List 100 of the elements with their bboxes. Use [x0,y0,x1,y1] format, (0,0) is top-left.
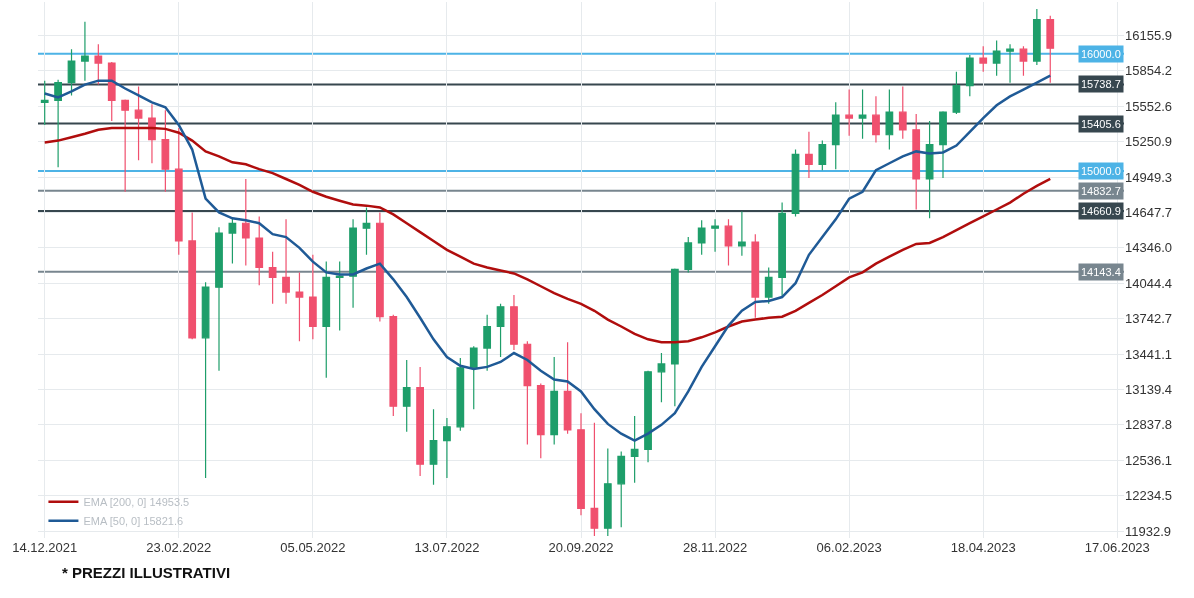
candlestick [577,412,585,516]
legend-label: EMA [50, 0] 15821.6 [83,515,184,528]
candlestick [550,356,559,446]
candlestick [496,303,505,358]
candlestick [188,211,197,340]
candlestick [295,271,304,342]
candlestick [349,218,357,309]
candlestick [456,357,465,432]
candlestick [992,39,1001,77]
candlestick [1006,43,1014,84]
candlestick [1046,15,1055,84]
candlestick [469,345,478,410]
x-tick-label: 17.06.2023 [1084,540,1150,555]
x-tick-label: 18.04.2023 [950,540,1016,555]
candlestick [255,215,264,286]
candlestick [845,88,854,137]
candlestick [510,294,518,351]
candlestick [308,254,317,340]
candlestick [925,120,934,219]
candlestick [1032,8,1041,66]
ref-line-label: 14660.9 [1081,205,1121,217]
ref-line-label: 15405.6 [1081,118,1121,130]
candlestick [965,54,974,97]
candlestick [268,251,277,305]
candlestick [831,101,840,170]
candlestick [54,79,62,168]
candlestick [711,218,719,253]
candlestick [483,314,492,372]
candlestick [241,178,250,267]
y-tick-label: 12837.8 [1125,417,1172,433]
candlestick [389,314,398,417]
candlestick [443,417,451,479]
candlestick [121,98,130,193]
y-tick-label: 15552.6 [1125,98,1172,114]
candlestick [563,341,572,435]
candlestick [362,206,371,256]
x-tick-label: 14.12.2021 [12,540,78,555]
candlestick [778,201,786,298]
candlestick [376,211,384,323]
y-tick-label: 14647.7 [1125,205,1172,221]
candlestick [174,127,183,256]
candlestick [644,370,652,463]
candlestick [805,131,813,179]
ref-line-label: 16000.0 [1081,48,1121,60]
candlestick [402,359,411,433]
ref-line-label: 15000.0 [1081,165,1121,177]
x-tick-label: 05.05.2022 [280,540,346,555]
candlestick [630,415,639,484]
candlestick [952,71,961,115]
candlestick [872,95,880,144]
candlestick [335,261,344,332]
candlestick [617,450,626,528]
x-tick-label: 23.02.2022 [146,540,212,555]
ref-line-label: 14143.4 [1081,266,1121,278]
candlestick [107,61,116,122]
y-tick-label: 14044.4 [1125,275,1172,291]
candlestick [697,219,706,256]
candlestick [201,281,210,479]
candlestick [40,80,49,126]
y-tick-label: 15854.2 [1125,63,1172,79]
candlestick [81,21,89,82]
y-tick-label: 13742.7 [1125,311,1172,327]
candlestick [724,218,733,267]
candlestick [764,266,773,305]
candlestick [898,86,907,140]
candlestick [738,210,746,257]
candlestick [912,113,921,211]
candlestick [228,217,237,265]
candlestick [161,109,170,193]
candlestick [215,226,223,372]
candlestick [94,43,103,86]
y-tick-label: 13441.1 [1125,346,1172,362]
candlestick [282,218,290,305]
candlestick [939,110,947,179]
x-tick-label: 20.09.2022 [548,540,614,555]
candlestick [148,103,156,164]
candlestick [590,422,599,537]
candlestick [818,140,827,171]
candlestick [684,236,693,274]
candlestick [1019,45,1028,77]
y-tick-label: 13139.4 [1125,382,1172,398]
candlestick [429,408,438,486]
text: * PREZZI ILLUSTRATIVI [62,564,231,581]
candlestick [67,48,76,97]
x-tick-label: 13.07.2022 [414,540,480,555]
candlestick [885,88,894,151]
candlestick [670,267,679,407]
y-tick-label: 14346.0 [1125,240,1172,256]
candlestick [858,88,867,140]
y-tick-label: 16155.9 [1125,28,1172,44]
ref-line-label: 15738.7 [1081,78,1121,90]
candlestick [416,366,424,477]
candlestick [322,261,331,379]
line-series [43,126,1052,344]
candlestick [603,447,612,537]
y-tick-label: 12536.1 [1125,452,1172,468]
y-tick-label: 11932.9 [1125,523,1172,539]
y-tick-label: 12234.5 [1125,488,1172,504]
candlestick [657,352,666,403]
y-tick-label: 14949.3 [1125,169,1172,185]
